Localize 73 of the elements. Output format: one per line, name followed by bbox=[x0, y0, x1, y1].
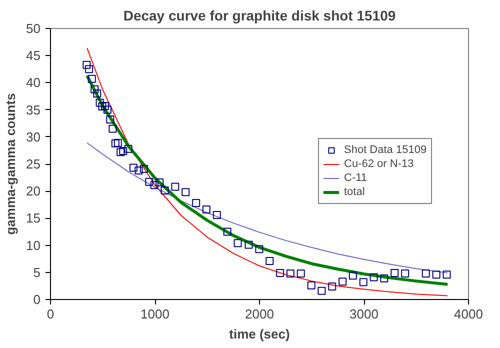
point bbox=[296, 269, 305, 278]
point bbox=[96, 98, 104, 107]
point bbox=[234, 239, 242, 248]
legend-label: C-11 bbox=[344, 171, 368, 185]
point bbox=[202, 206, 210, 214]
point bbox=[85, 65, 94, 74]
point bbox=[192, 199, 200, 208]
point bbox=[318, 286, 326, 295]
point bbox=[93, 90, 102, 98]
x-tick-label: 0 bbox=[46, 306, 54, 322]
x-tick-label: 2000 bbox=[245, 306, 274, 322]
legend-label: Cu-62 or N-13 bbox=[344, 157, 414, 171]
point bbox=[255, 245, 264, 254]
point bbox=[90, 85, 99, 94]
point bbox=[307, 281, 316, 290]
y-tick-label: 40 bbox=[26, 75, 41, 90]
point bbox=[223, 228, 232, 236]
point bbox=[171, 182, 180, 191]
point bbox=[359, 278, 368, 286]
point bbox=[244, 240, 253, 249]
legend-label: total bbox=[344, 185, 365, 199]
y-tick-label: 10 bbox=[26, 238, 41, 253]
point bbox=[422, 269, 430, 278]
y-tick-label: 30 bbox=[26, 129, 41, 144]
point bbox=[119, 146, 128, 155]
point bbox=[432, 270, 440, 279]
point bbox=[140, 164, 148, 173]
legend-label: Shot Data 15109 bbox=[344, 143, 427, 157]
point bbox=[182, 188, 190, 196]
point bbox=[401, 269, 410, 278]
chart-title: Decay curve for graphite disk shot 15109 bbox=[123, 8, 396, 24]
point bbox=[160, 186, 169, 195]
point bbox=[103, 106, 112, 114]
x-tick-label: 1000 bbox=[140, 306, 170, 322]
point bbox=[106, 116, 114, 124]
point bbox=[111, 139, 120, 148]
y-tick-label: 20 bbox=[26, 184, 41, 199]
point bbox=[145, 178, 154, 186]
point bbox=[442, 270, 451, 279]
point bbox=[108, 124, 117, 133]
point bbox=[390, 268, 399, 277]
point bbox=[150, 181, 158, 190]
y-tick-label: 35 bbox=[26, 102, 41, 118]
point bbox=[328, 282, 336, 290]
point bbox=[370, 273, 378, 282]
point bbox=[114, 138, 122, 147]
point bbox=[266, 257, 274, 266]
y-tick-label: 25 bbox=[26, 156, 41, 172]
line-series bbox=[86, 48, 448, 296]
y-tick-label: 50 bbox=[26, 21, 41, 36]
point bbox=[286, 269, 294, 278]
y-tick-label: 15 bbox=[26, 210, 41, 226]
point bbox=[348, 272, 357, 280]
point bbox=[98, 102, 106, 111]
x-axis-title: time (sec) bbox=[229, 326, 290, 342]
point bbox=[134, 166, 143, 175]
point bbox=[380, 274, 388, 282]
y-axis-title: gamma-gamma counts bbox=[3, 93, 18, 235]
y-tick-label: 5 bbox=[33, 264, 41, 280]
point bbox=[82, 60, 91, 69]
point bbox=[276, 268, 284, 277]
point bbox=[156, 178, 164, 186]
x-tick-label: 3000 bbox=[350, 306, 378, 322]
y-tick-label: 45 bbox=[26, 48, 41, 64]
x-tick-label: 4000 bbox=[454, 306, 483, 322]
y-tick-label: 0 bbox=[33, 292, 41, 307]
point bbox=[100, 102, 109, 110]
point bbox=[212, 210, 221, 219]
point bbox=[129, 164, 138, 172]
point bbox=[88, 74, 96, 83]
point bbox=[116, 148, 125, 156]
point bbox=[124, 144, 132, 153]
point bbox=[338, 278, 347, 286]
